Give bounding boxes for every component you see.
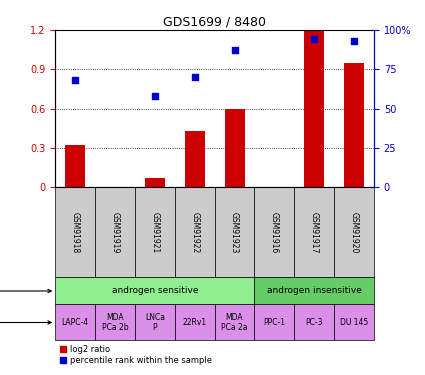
Point xyxy=(151,93,158,99)
Text: GSM91922: GSM91922 xyxy=(190,212,199,253)
Text: DU 145: DU 145 xyxy=(340,318,368,327)
Text: GSM91917: GSM91917 xyxy=(310,212,319,253)
Text: cell line: cell line xyxy=(0,318,51,327)
Bar xyxy=(344,63,364,188)
FancyBboxPatch shape xyxy=(135,304,175,340)
Text: androgen sensitive: androgen sensitive xyxy=(112,286,198,296)
Text: MDA
PCa 2a: MDA PCa 2a xyxy=(221,313,248,332)
FancyBboxPatch shape xyxy=(95,188,135,278)
Point xyxy=(311,36,317,42)
FancyBboxPatch shape xyxy=(294,304,334,340)
Text: GSM91916: GSM91916 xyxy=(270,212,279,253)
Point xyxy=(231,48,238,54)
FancyBboxPatch shape xyxy=(55,188,95,278)
Text: LAPC-4: LAPC-4 xyxy=(62,318,89,327)
Text: PC-3: PC-3 xyxy=(306,318,323,327)
FancyBboxPatch shape xyxy=(215,304,255,340)
FancyBboxPatch shape xyxy=(334,188,374,278)
Text: GSM91919: GSM91919 xyxy=(110,212,119,253)
Text: MDA
PCa 2b: MDA PCa 2b xyxy=(102,313,128,332)
Text: androgen insensitive: androgen insensitive xyxy=(267,286,362,296)
Text: GSM91920: GSM91920 xyxy=(350,212,359,253)
FancyBboxPatch shape xyxy=(255,188,294,278)
FancyBboxPatch shape xyxy=(334,304,374,340)
FancyBboxPatch shape xyxy=(55,304,95,340)
Point xyxy=(351,38,357,44)
Text: LNCa
P: LNCa P xyxy=(145,313,165,332)
FancyBboxPatch shape xyxy=(215,188,255,278)
Text: 22Rv1: 22Rv1 xyxy=(183,318,207,327)
Title: GDS1699 / 8480: GDS1699 / 8480 xyxy=(163,16,266,29)
Point xyxy=(72,77,79,83)
FancyBboxPatch shape xyxy=(135,188,175,278)
Text: GSM91918: GSM91918 xyxy=(71,212,79,253)
Point xyxy=(191,74,198,80)
Bar xyxy=(65,146,85,188)
Text: cell type: cell type xyxy=(0,286,51,296)
FancyBboxPatch shape xyxy=(294,188,334,278)
Bar xyxy=(224,109,244,188)
Legend: log2 ratio, percentile rank within the sample: log2 ratio, percentile rank within the s… xyxy=(60,345,212,365)
Bar xyxy=(304,32,324,188)
FancyBboxPatch shape xyxy=(175,304,215,340)
FancyBboxPatch shape xyxy=(175,188,215,278)
FancyBboxPatch shape xyxy=(55,278,255,304)
FancyBboxPatch shape xyxy=(255,304,294,340)
Bar xyxy=(145,178,165,188)
FancyBboxPatch shape xyxy=(255,278,374,304)
FancyBboxPatch shape xyxy=(95,304,135,340)
Text: PPC-1: PPC-1 xyxy=(264,318,286,327)
Text: GSM91921: GSM91921 xyxy=(150,212,159,253)
Text: GSM91923: GSM91923 xyxy=(230,212,239,253)
Bar xyxy=(185,131,205,188)
